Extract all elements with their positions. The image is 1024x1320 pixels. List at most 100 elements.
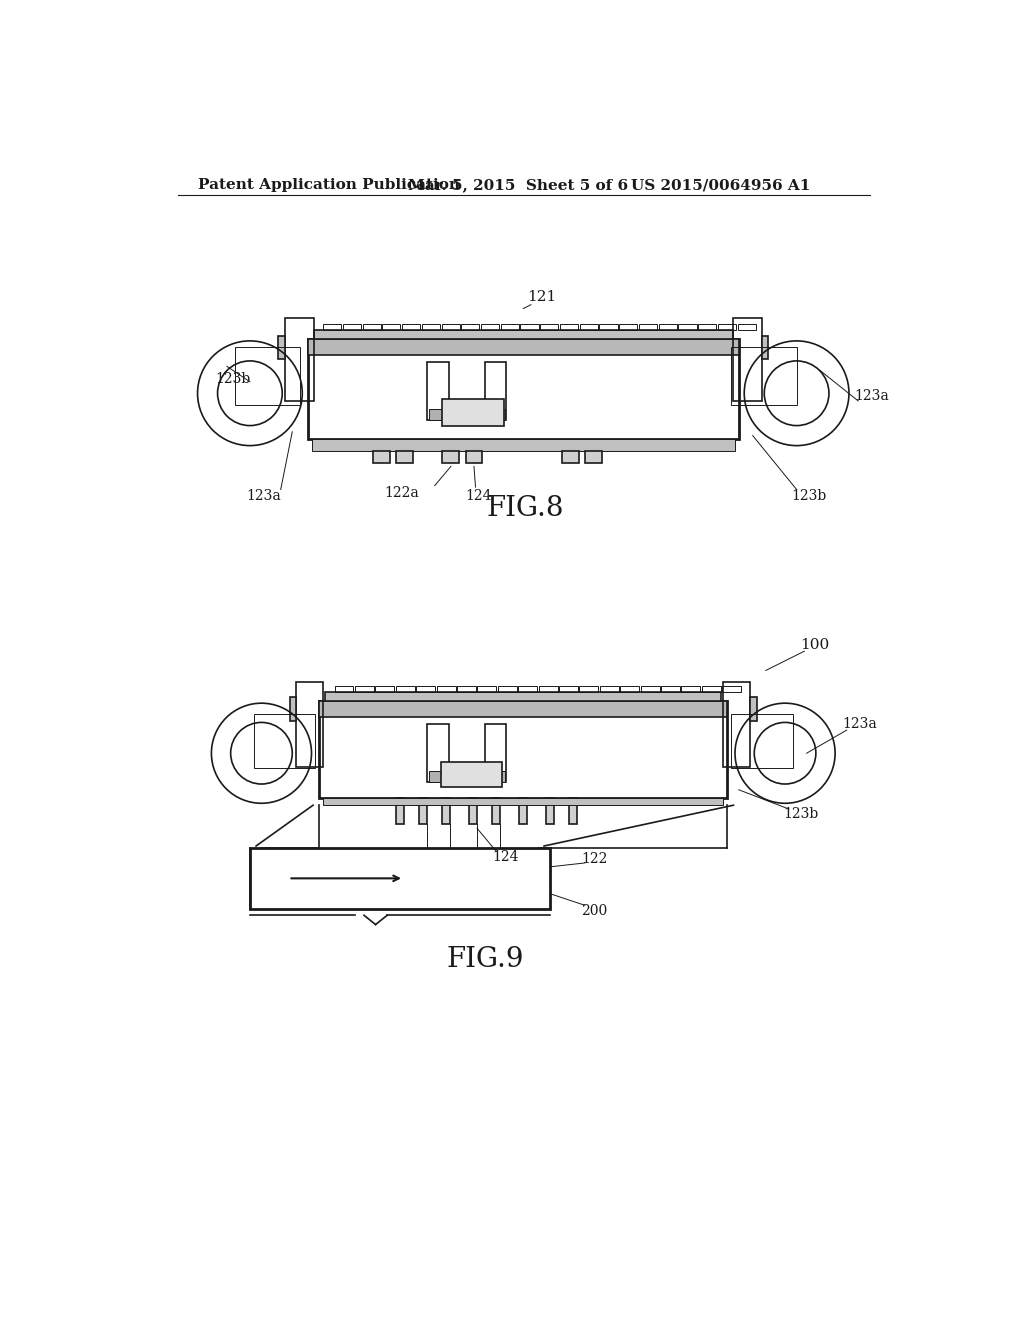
- Bar: [662, 686, 680, 692]
- Bar: [484, 725, 506, 781]
- Bar: [751, 697, 757, 721]
- Bar: [254, 714, 315, 768]
- Bar: [319, 701, 727, 717]
- Bar: [539, 686, 557, 692]
- Bar: [641, 686, 659, 692]
- Bar: [599, 323, 617, 330]
- Bar: [343, 323, 361, 330]
- Bar: [580, 686, 598, 692]
- Bar: [416, 686, 435, 692]
- Bar: [484, 363, 506, 420]
- Bar: [396, 797, 403, 825]
- Bar: [442, 451, 460, 462]
- Bar: [419, 797, 427, 825]
- Bar: [285, 318, 313, 401]
- Bar: [441, 323, 460, 330]
- Bar: [323, 323, 341, 330]
- Bar: [290, 697, 296, 721]
- Text: 124: 124: [466, 488, 492, 503]
- Bar: [396, 686, 415, 692]
- Bar: [442, 797, 451, 825]
- Text: 123b: 123b: [792, 488, 826, 503]
- Bar: [559, 686, 578, 692]
- Text: 122a: 122a: [385, 486, 420, 500]
- Bar: [493, 797, 500, 825]
- Bar: [442, 399, 504, 425]
- Bar: [362, 323, 381, 330]
- Bar: [376, 686, 394, 692]
- Bar: [731, 347, 797, 405]
- Bar: [481, 323, 499, 330]
- Bar: [621, 686, 639, 692]
- Bar: [250, 847, 550, 909]
- Bar: [326, 692, 721, 701]
- Bar: [486, 409, 505, 420]
- Bar: [422, 323, 440, 330]
- Text: FIG.9: FIG.9: [446, 945, 523, 973]
- Bar: [718, 323, 736, 330]
- Bar: [373, 451, 390, 462]
- Text: 121: 121: [527, 290, 556, 304]
- Bar: [722, 686, 741, 692]
- Text: Mar. 5, 2015  Sheet 5 of 6: Mar. 5, 2015 Sheet 5 of 6: [408, 178, 628, 193]
- Bar: [313, 330, 733, 339]
- Bar: [234, 347, 300, 405]
- Bar: [466, 451, 482, 462]
- Bar: [731, 714, 793, 768]
- Bar: [518, 686, 538, 692]
- Bar: [562, 451, 579, 462]
- Bar: [639, 323, 657, 330]
- Bar: [541, 323, 558, 330]
- Bar: [560, 323, 579, 330]
- Text: US 2015/0064956 A1: US 2015/0064956 A1: [631, 178, 810, 193]
- Bar: [402, 323, 420, 330]
- Text: 200: 200: [581, 904, 607, 917]
- Bar: [737, 323, 756, 330]
- Bar: [724, 682, 751, 767]
- Bar: [520, 323, 539, 330]
- Text: 124: 124: [493, 850, 519, 863]
- Bar: [436, 686, 456, 692]
- Text: 100: 100: [801, 638, 829, 652]
- Bar: [307, 339, 739, 355]
- Bar: [396, 451, 413, 462]
- Bar: [569, 797, 578, 825]
- Text: 123a: 123a: [854, 388, 889, 403]
- Bar: [519, 797, 527, 825]
- Bar: [441, 762, 503, 787]
- Bar: [335, 686, 353, 692]
- Bar: [427, 363, 449, 420]
- Bar: [678, 323, 696, 330]
- Bar: [498, 686, 517, 692]
- Bar: [427, 725, 449, 781]
- Bar: [501, 323, 519, 330]
- Bar: [319, 701, 727, 797]
- Bar: [311, 440, 735, 451]
- Text: Patent Application Publication: Patent Application Publication: [199, 178, 461, 193]
- Bar: [600, 686, 618, 692]
- Bar: [429, 409, 447, 420]
- Bar: [701, 686, 721, 692]
- Bar: [580, 323, 598, 330]
- Bar: [296, 682, 323, 767]
- Bar: [733, 318, 762, 401]
- Bar: [547, 797, 554, 825]
- Bar: [323, 797, 724, 805]
- Text: 123a: 123a: [246, 488, 281, 503]
- Text: FIG.8: FIG.8: [486, 495, 563, 523]
- Bar: [279, 335, 285, 359]
- Bar: [585, 451, 602, 462]
- Bar: [429, 771, 447, 781]
- Text: 123a: 123a: [843, 717, 878, 731]
- Bar: [486, 771, 505, 781]
- Bar: [457, 686, 476, 692]
- Bar: [762, 335, 768, 359]
- Bar: [698, 323, 717, 330]
- Text: 123b: 123b: [215, 372, 251, 387]
- Bar: [355, 686, 374, 692]
- Bar: [469, 797, 477, 825]
- Bar: [682, 686, 700, 692]
- Bar: [307, 339, 739, 440]
- Text: 122: 122: [581, 853, 607, 866]
- Bar: [620, 323, 637, 330]
